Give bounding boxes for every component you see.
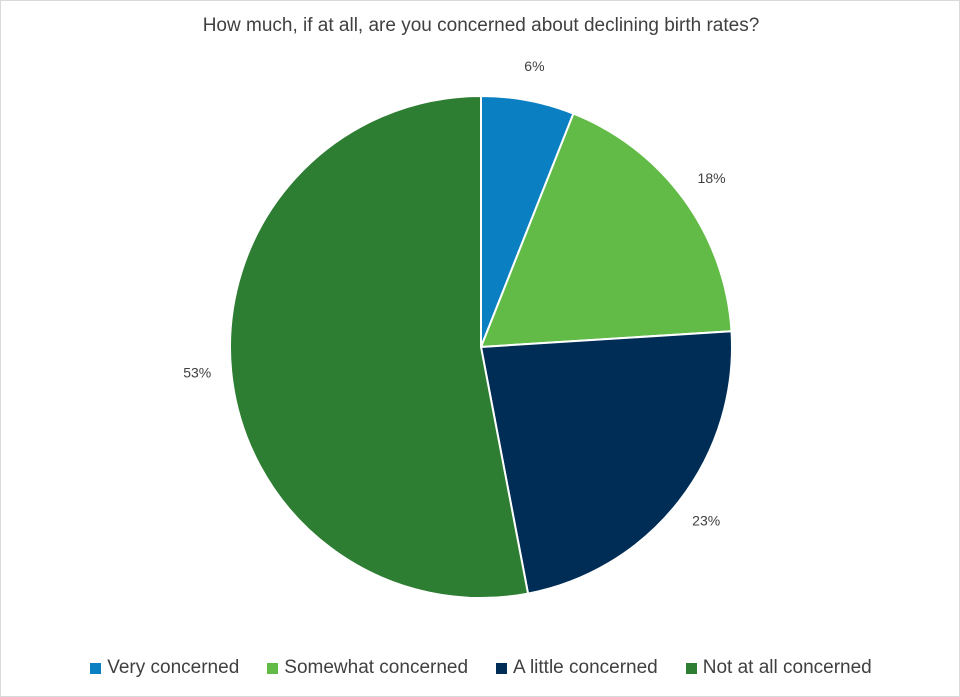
legend-swatch-not-at-all-concerned bbox=[685, 662, 697, 674]
legend-item-not-at-all-concerned: Not at all concerned bbox=[685, 657, 872, 679]
data-label-very-concerned: 6% bbox=[524, 58, 544, 74]
legend-item-very-concerned: Very concerned bbox=[90, 657, 239, 679]
data-label-somewhat-concerned: 18% bbox=[698, 170, 726, 186]
legend-item-somewhat-concerned: Somewhat concerned bbox=[267, 657, 468, 679]
chart-title: How much, if at all, are you concerned a… bbox=[202, 15, 760, 36]
pie-chart: 6% 18% 23% 53% bbox=[183, 58, 733, 599]
pie-slice-somewhat-concerned bbox=[480, 112, 733, 348]
legend-swatch-very-concerned bbox=[90, 662, 102, 674]
legend-swatch-a-little-concerned bbox=[496, 662, 508, 674]
pie-slice-not-at-all-concerned bbox=[229, 95, 530, 599]
legend-swatch-somewhat-concerned bbox=[267, 662, 279, 674]
legend-item-a-little-concerned: A little concerned bbox=[496, 657, 658, 679]
data-label-a-little-concerned: 23% bbox=[692, 512, 720, 528]
pie-slice-a-little-concerned bbox=[480, 330, 733, 595]
chart-legend: Very concerned Somewhat concerned A little… bbox=[1, 657, 960, 679]
legend-label-somewhat-concerned: Somewhat concerned bbox=[284, 657, 469, 678]
legend-label-a-little-concerned: A little concerned bbox=[513, 657, 658, 678]
legend-label-not-at-all-concerned: Not at all concerned bbox=[702, 657, 872, 678]
legend-label-very-concerned: Very concerned bbox=[107, 657, 240, 678]
data-label-not-at-all-concerned: 53% bbox=[183, 365, 211, 381]
